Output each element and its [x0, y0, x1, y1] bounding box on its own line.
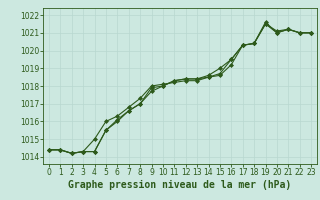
X-axis label: Graphe pression niveau de la mer (hPa): Graphe pression niveau de la mer (hPa)	[68, 180, 292, 190]
